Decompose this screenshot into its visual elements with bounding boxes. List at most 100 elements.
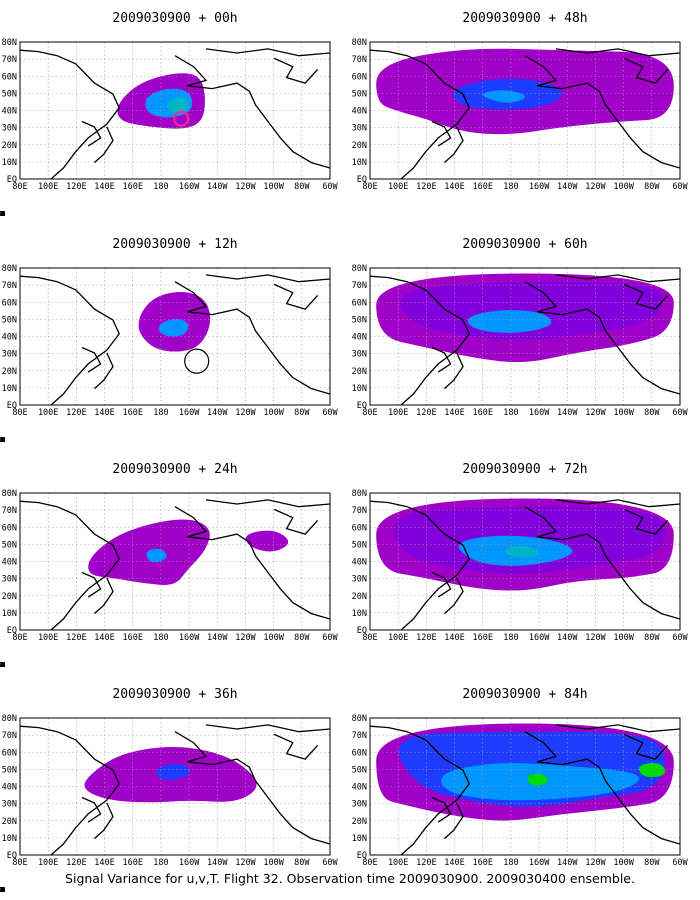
lon-label: 120E	[66, 182, 86, 192]
forecast-panel-48h: 2009030900 + 48h 80N 70N 60N 50N 40N 30N 20N 10N…	[0, 11, 689, 218]
lat-label: EQ	[357, 626, 367, 636]
lon-label: 140E	[94, 182, 114, 192]
map-frame	[19, 41, 331, 180]
colorbar-label: 11	[0, 210, 4, 218]
colorbar-label: 14	[0, 210, 5, 218]
lat-label: 30N	[352, 124, 367, 134]
lat-label: 20N	[2, 141, 17, 151]
colorbar-label: 14	[0, 886, 5, 894]
lon-label: 80W	[294, 633, 310, 643]
variance-contour	[158, 318, 189, 337]
variance-field	[88, 519, 289, 586]
lon-label: 180	[503, 633, 518, 643]
lon-label: 80E	[362, 408, 377, 418]
colorbar-label: 6.3	[0, 210, 6, 218]
colorbar-label: 40	[0, 436, 4, 444]
variance-contour	[527, 773, 548, 786]
lon-label: 140E	[94, 633, 114, 643]
lon-label: 180	[153, 408, 168, 418]
coastline	[370, 499, 680, 630]
colorbar-label: 7.5	[0, 436, 6, 444]
variance-field	[376, 723, 674, 821]
coastline	[370, 48, 680, 179]
colorbar-label: 11	[0, 210, 4, 218]
colorbar-label: 14	[0, 661, 5, 669]
lon-label: 120W	[235, 408, 256, 418]
colorbar-label: 14	[0, 886, 5, 894]
lat-label: 10N	[352, 609, 367, 619]
colorbar-label: 5.1	[0, 886, 6, 894]
lon-label: 160W	[529, 408, 550, 418]
colorbar-label: 9	[0, 436, 2, 444]
lat-label: 50N	[2, 540, 17, 550]
lon-label: 140E	[94, 858, 114, 868]
lat-label: 20N	[352, 817, 367, 827]
colorbar-label: 9	[0, 210, 2, 218]
forecast-panel-84h: 2009030900 + 84h 80N 70N 60N 50N 40N 30N 20N 10N…	[0, 687, 689, 894]
lon-label: 160W	[529, 182, 550, 192]
lon-label: 160E	[122, 633, 142, 643]
lon-label: 120E	[66, 633, 86, 643]
map-grid	[20, 493, 330, 630]
colorbar-label: 29	[0, 886, 4, 894]
lon-label: 120W	[235, 182, 256, 192]
lon-label: 80E	[12, 182, 27, 192]
colorbar: 1.82.23.145.16.37.591114212940	[0, 886, 6, 894]
colorbar-label: 1.8	[0, 661, 6, 669]
lat-label: 20N	[2, 592, 17, 602]
lat-label: 50N	[352, 315, 367, 325]
colorbar-label: 7.5	[0, 661, 6, 669]
colorbar-label: 29	[0, 436, 4, 444]
lon-label: 100W	[263, 633, 284, 643]
forecast-panel-00h: 2009030900 + 00h 80N 70N 60N 50N 40N 30N 20N 10N…	[0, 11, 339, 218]
lon-label: 100E	[388, 633, 408, 643]
colorbar-label: 9	[0, 886, 2, 894]
lon-label: 160W	[179, 858, 200, 868]
lon-label: 60W	[322, 408, 338, 418]
panel-title: 2009030900 + 60h	[462, 237, 587, 252]
coastline	[370, 274, 680, 405]
lat-label: 60N	[352, 298, 367, 308]
lon-label: 60W	[672, 182, 688, 192]
lon-label: 180	[153, 858, 168, 868]
lon-label: 140W	[207, 182, 228, 192]
colorbar-label: 40	[0, 661, 4, 669]
lat-label: 60N	[352, 523, 367, 533]
colorbar-label: 14	[0, 661, 5, 669]
colorbar-label: 40	[0, 210, 4, 218]
lat-label: 20N	[352, 141, 367, 151]
map-grid	[20, 718, 330, 855]
lon-label: 120W	[235, 633, 256, 643]
colorbar-label: 6.3	[0, 661, 6, 669]
lat-label: 70N	[352, 55, 367, 65]
lat-label: 50N	[352, 765, 367, 775]
lat-label: 60N	[352, 748, 367, 758]
lon-label: 160E	[472, 633, 492, 643]
forecast-panel-72h: 2009030900 + 72h 80N 70N 60N 50N 40N 30N 20N 10N…	[0, 462, 689, 669]
colorbar-label: 11	[0, 436, 4, 444]
lon-label: 140W	[207, 858, 228, 868]
colorbar-label: 1.8	[0, 436, 6, 444]
lat-label: 70N	[2, 506, 17, 516]
lat-label: 60N	[2, 748, 17, 758]
map-frame	[19, 492, 331, 631]
colorbar-label: 2.2	[0, 661, 6, 669]
lat-label: 70N	[2, 55, 17, 65]
lon-label: 160W	[529, 633, 550, 643]
lon-label: 80E	[12, 408, 27, 418]
lat-label: 50N	[2, 315, 17, 325]
figure-caption: Signal Variance for u,v,T. Flight 32. Ob…	[65, 871, 635, 886]
lon-label: 80W	[644, 633, 660, 643]
lon-label: 120E	[416, 858, 436, 868]
colorbar-label: 3.1	[0, 436, 6, 444]
lat-label: 60N	[352, 72, 367, 82]
panel-title: 2009030900 + 84h	[462, 687, 587, 702]
lat-label: 40N	[2, 107, 17, 117]
colorbar-label: 7.5	[0, 886, 6, 894]
colorbar-label: 7.5	[0, 210, 6, 218]
colorbar-label: 5.1	[0, 436, 6, 444]
lon-label: 60W	[672, 408, 688, 418]
colorbar: 1.82.23.145.16.37.591114212940	[0, 661, 6, 669]
colorbar-label: 2.2	[0, 436, 6, 444]
lat-label: 60N	[2, 72, 17, 82]
